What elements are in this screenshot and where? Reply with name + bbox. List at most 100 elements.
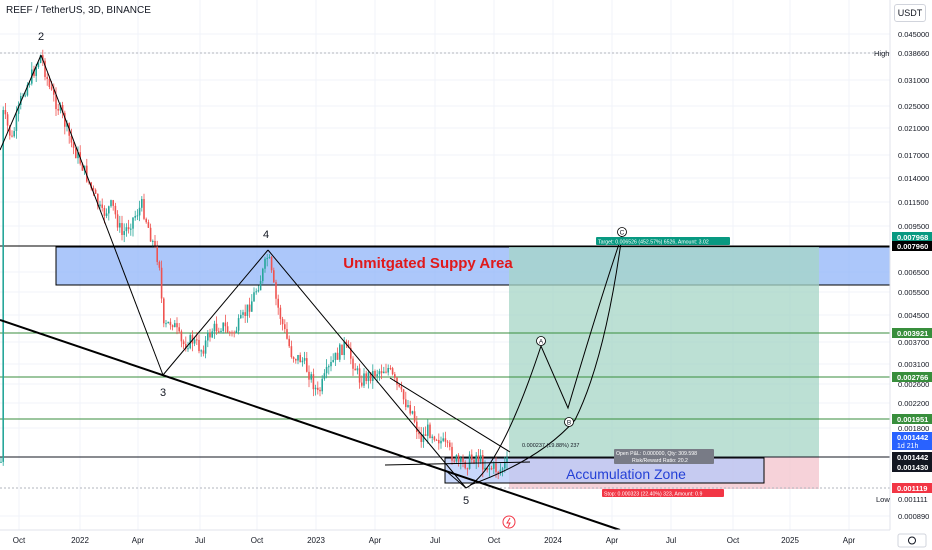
low-value-label: 0.001111 xyxy=(898,495,928,504)
candle-body xyxy=(182,341,185,345)
candle-body xyxy=(235,330,238,333)
drawings-layer xyxy=(0,54,890,531)
projection-circle-A xyxy=(536,336,546,346)
time-tick-label: 2025 xyxy=(781,536,799,545)
candle-body xyxy=(240,314,242,319)
candle-body xyxy=(460,457,462,462)
wave-label-3: 3 xyxy=(160,387,166,399)
candle-body xyxy=(449,442,451,447)
candle-body xyxy=(178,327,180,332)
candle-body xyxy=(387,367,389,373)
candle-body xyxy=(37,62,40,68)
candle-body xyxy=(99,204,101,207)
wave-label-5: 5 xyxy=(463,495,469,507)
candle-body xyxy=(97,193,99,207)
candle-body xyxy=(187,348,189,350)
time-axis-bg xyxy=(0,530,932,550)
candle-body xyxy=(103,207,106,216)
candle-body xyxy=(297,354,299,361)
price-axis[interactable]: 0.045000 0.038660 0.031000 0.025000 0.021000… xyxy=(874,0,932,530)
candle-body xyxy=(53,89,55,95)
candle-body xyxy=(196,339,198,341)
candle-body xyxy=(279,307,282,319)
candle-body xyxy=(270,257,273,271)
projection-curve xyxy=(469,234,623,486)
price-tick-label: 0.006500 xyxy=(898,268,929,277)
candle-body xyxy=(92,187,95,190)
candle-body xyxy=(354,368,356,371)
candle-body xyxy=(299,354,301,363)
price-tick-label: 0.038660 xyxy=(898,49,929,58)
candle-body xyxy=(147,222,150,228)
candle-body xyxy=(90,182,92,188)
candle-body xyxy=(134,215,136,218)
price-tick-label: 0.003100 xyxy=(898,360,929,369)
candle-body xyxy=(369,372,372,381)
candle-body xyxy=(233,332,235,334)
candle-body xyxy=(158,261,161,268)
candle-body xyxy=(72,142,75,148)
candle-body xyxy=(264,258,266,269)
projection-label-A: A xyxy=(539,339,544,346)
candle-body xyxy=(435,439,438,441)
candle-body xyxy=(163,298,165,324)
time-tick-label: Oct xyxy=(488,536,501,545)
candle-body xyxy=(429,424,431,439)
candle-body xyxy=(497,471,499,473)
candle-body xyxy=(257,290,260,292)
candle-body xyxy=(262,268,264,282)
pnl-label: Open P&L: 0.000000, Qty: 309.598 xyxy=(616,451,697,457)
candle-body xyxy=(209,333,211,338)
projection-label-B: B xyxy=(567,420,571,427)
price-badge xyxy=(892,483,932,493)
candle-body xyxy=(499,469,502,473)
candle-body xyxy=(438,439,440,444)
wave-label-2: 2 xyxy=(38,31,44,43)
candle-body xyxy=(57,109,59,111)
candle-body xyxy=(475,455,477,463)
price-tick-label: 0.000890 xyxy=(898,512,929,521)
candle-body xyxy=(486,467,488,470)
candle-body xyxy=(0,461,2,463)
levels-layer xyxy=(0,52,890,489)
candle-body xyxy=(321,378,323,392)
candle-body xyxy=(4,110,7,115)
time-tick-label: Jul xyxy=(430,536,440,545)
candle-body xyxy=(81,163,84,171)
candle-body xyxy=(105,213,108,216)
candle-body xyxy=(138,207,141,216)
candle-body xyxy=(125,227,128,232)
projection-circle-C xyxy=(617,227,627,237)
candle-body xyxy=(345,341,348,345)
candle-body xyxy=(55,94,57,110)
time-axis[interactable]: Oct 2022 Apr Jul Oct 2023 Apr Jul Oct 2024 Apr Jul O… xyxy=(0,529,932,550)
candle-body xyxy=(220,330,222,332)
candle-body xyxy=(339,344,341,360)
candle-body xyxy=(237,318,240,331)
lightning-icon xyxy=(506,517,511,528)
candle-body xyxy=(361,382,363,386)
candle-body xyxy=(495,463,497,472)
price-tick-label: 0.005500 xyxy=(898,288,929,297)
trend-line-1 xyxy=(40,54,164,376)
candle-body xyxy=(136,215,139,217)
candle-body xyxy=(156,245,158,262)
symbol-title[interactable]: REEF / TetherUS, 3D, BINANCE xyxy=(6,5,151,16)
price-tick-label: 0.004500 xyxy=(898,311,929,320)
candle-body xyxy=(473,459,475,463)
price-badge xyxy=(892,452,932,462)
candle-body xyxy=(411,411,414,414)
candle-body xyxy=(292,357,295,359)
candle-body xyxy=(431,436,433,439)
candle-body xyxy=(268,257,271,259)
time-tick-label: 2023 xyxy=(307,536,325,545)
candle-body xyxy=(20,96,22,105)
candle-body xyxy=(365,373,367,382)
candle-body xyxy=(301,360,304,363)
candle-body xyxy=(451,446,453,461)
candle-body xyxy=(108,206,110,214)
currency-button[interactable]: USDT xyxy=(894,4,926,22)
price-badge xyxy=(892,232,932,242)
